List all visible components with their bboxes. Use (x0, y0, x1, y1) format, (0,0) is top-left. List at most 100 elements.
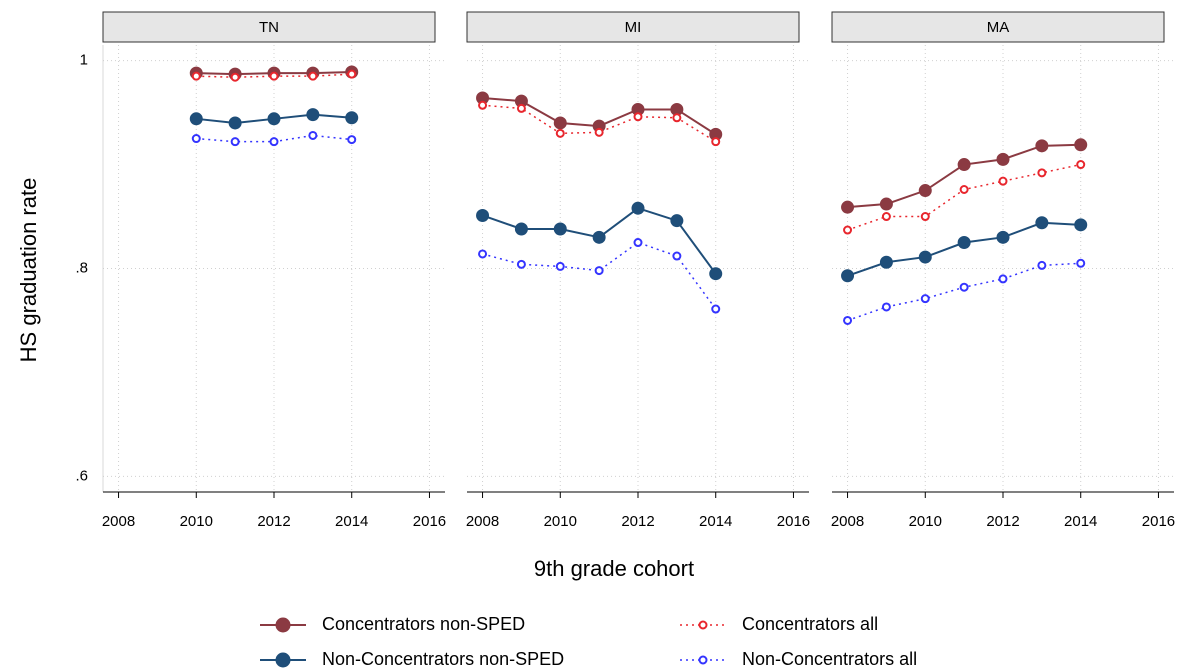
data-point (478, 100, 488, 110)
x-axis-label: 9th grade cohort (534, 556, 694, 581)
data-point (1037, 168, 1047, 178)
data-point (920, 212, 930, 222)
data-point (1074, 138, 1088, 152)
panel-title: TN (259, 19, 279, 36)
data-point (308, 71, 318, 81)
data-point (269, 71, 279, 81)
x-tick-label: 2016 (413, 513, 446, 530)
data-point (1035, 216, 1049, 230)
data-point (230, 72, 240, 82)
x-tick-label: 2010 (180, 513, 213, 530)
data-point (308, 130, 318, 140)
x-tick-label: 2012 (986, 513, 1019, 530)
data-point (189, 112, 203, 126)
data-point (191, 134, 201, 144)
data-point (347, 135, 357, 145)
data-point (592, 230, 606, 244)
data-point (918, 250, 932, 264)
data-point (347, 69, 357, 79)
data-point (841, 269, 855, 283)
data-point (553, 222, 567, 236)
data-point (1037, 260, 1047, 270)
data-point (230, 137, 240, 147)
x-tick-label: 2008 (831, 513, 864, 530)
data-point (711, 137, 721, 147)
legend-label: Concentrators all (742, 614, 878, 634)
x-tick-label: 2008 (102, 513, 135, 530)
panel-title: MA (987, 19, 1010, 36)
data-point (879, 197, 893, 211)
data-point (1074, 218, 1088, 232)
legend-marker (698, 655, 708, 665)
data-point (478, 249, 488, 259)
data-point (594, 127, 604, 137)
data-point (476, 208, 490, 222)
data-point (672, 251, 682, 261)
data-point (709, 267, 723, 281)
x-tick-label: 2014 (1064, 513, 1097, 530)
y-axis-label: HS graduation rate (16, 178, 41, 363)
data-point (996, 230, 1010, 244)
x-tick-label: 2012 (257, 513, 290, 530)
data-point (998, 176, 1008, 186)
panel-title: MI (625, 19, 642, 36)
data-point (920, 294, 930, 304)
data-point (996, 152, 1010, 166)
data-point (191, 71, 201, 81)
data-point (881, 212, 891, 222)
data-point (306, 108, 320, 122)
series-line (196, 134, 352, 143)
data-point (594, 266, 604, 276)
data-point (841, 200, 855, 214)
legend-marker (275, 652, 291, 668)
x-tick-label: 2008 (466, 513, 499, 530)
data-point (1035, 139, 1049, 153)
x-tick-label: 2016 (1142, 513, 1175, 530)
y-tick-label: .8 (75, 259, 88, 276)
x-tick-label: 2010 (909, 513, 942, 530)
data-point (843, 225, 853, 235)
data-point (267, 112, 281, 126)
data-point (555, 128, 565, 138)
legend-label: Concentrators non-SPED (322, 614, 525, 634)
data-point (957, 236, 971, 250)
data-point (553, 116, 567, 130)
data-point (1076, 258, 1086, 268)
series-line (482, 241, 717, 310)
data-point (672, 113, 682, 123)
series-line (847, 143, 1081, 209)
y-tick-label: 1 (80, 52, 88, 69)
data-point (879, 255, 893, 269)
data-point (269, 137, 279, 147)
x-tick-label: 2016 (777, 513, 810, 530)
y-tick-label: .6 (75, 467, 88, 484)
series-line (847, 221, 1081, 277)
data-point (345, 111, 359, 125)
series-line (847, 262, 1081, 322)
data-point (633, 112, 643, 122)
data-point (631, 201, 645, 215)
series-line (196, 73, 352, 78)
data-point (228, 116, 242, 130)
legend-label: Non-Concentrators all (742, 649, 917, 669)
data-point (514, 222, 528, 236)
data-point (881, 302, 891, 312)
data-point (1076, 160, 1086, 170)
data-point (633, 238, 643, 248)
x-tick-label: 2014 (335, 513, 368, 530)
x-tick-label: 2010 (544, 513, 577, 530)
data-point (998, 274, 1008, 284)
legend-marker (698, 620, 708, 630)
data-point (959, 282, 969, 292)
data-point (711, 304, 721, 314)
panel-header (831, 11, 1165, 43)
panel-header (102, 11, 436, 43)
panel-header (466, 11, 800, 43)
data-point (555, 261, 565, 271)
x-tick-label: 2012 (621, 513, 654, 530)
legend-marker (275, 617, 291, 633)
data-point (843, 315, 853, 325)
data-point (516, 103, 526, 113)
data-point (516, 259, 526, 269)
